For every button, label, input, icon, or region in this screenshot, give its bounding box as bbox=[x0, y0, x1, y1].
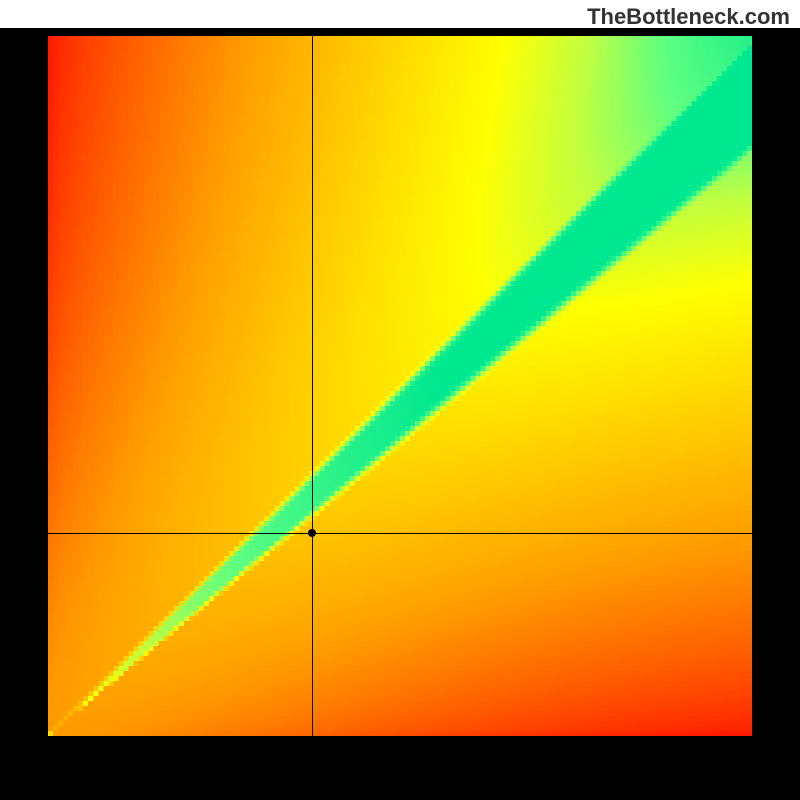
watermark-text: TheBottleneck.com bbox=[587, 4, 790, 30]
heatmap-plot bbox=[48, 36, 752, 736]
heatmap-canvas bbox=[48, 36, 752, 736]
crosshair-vertical bbox=[312, 36, 313, 736]
crosshair-marker bbox=[308, 529, 316, 537]
crosshair-horizontal bbox=[48, 533, 752, 534]
